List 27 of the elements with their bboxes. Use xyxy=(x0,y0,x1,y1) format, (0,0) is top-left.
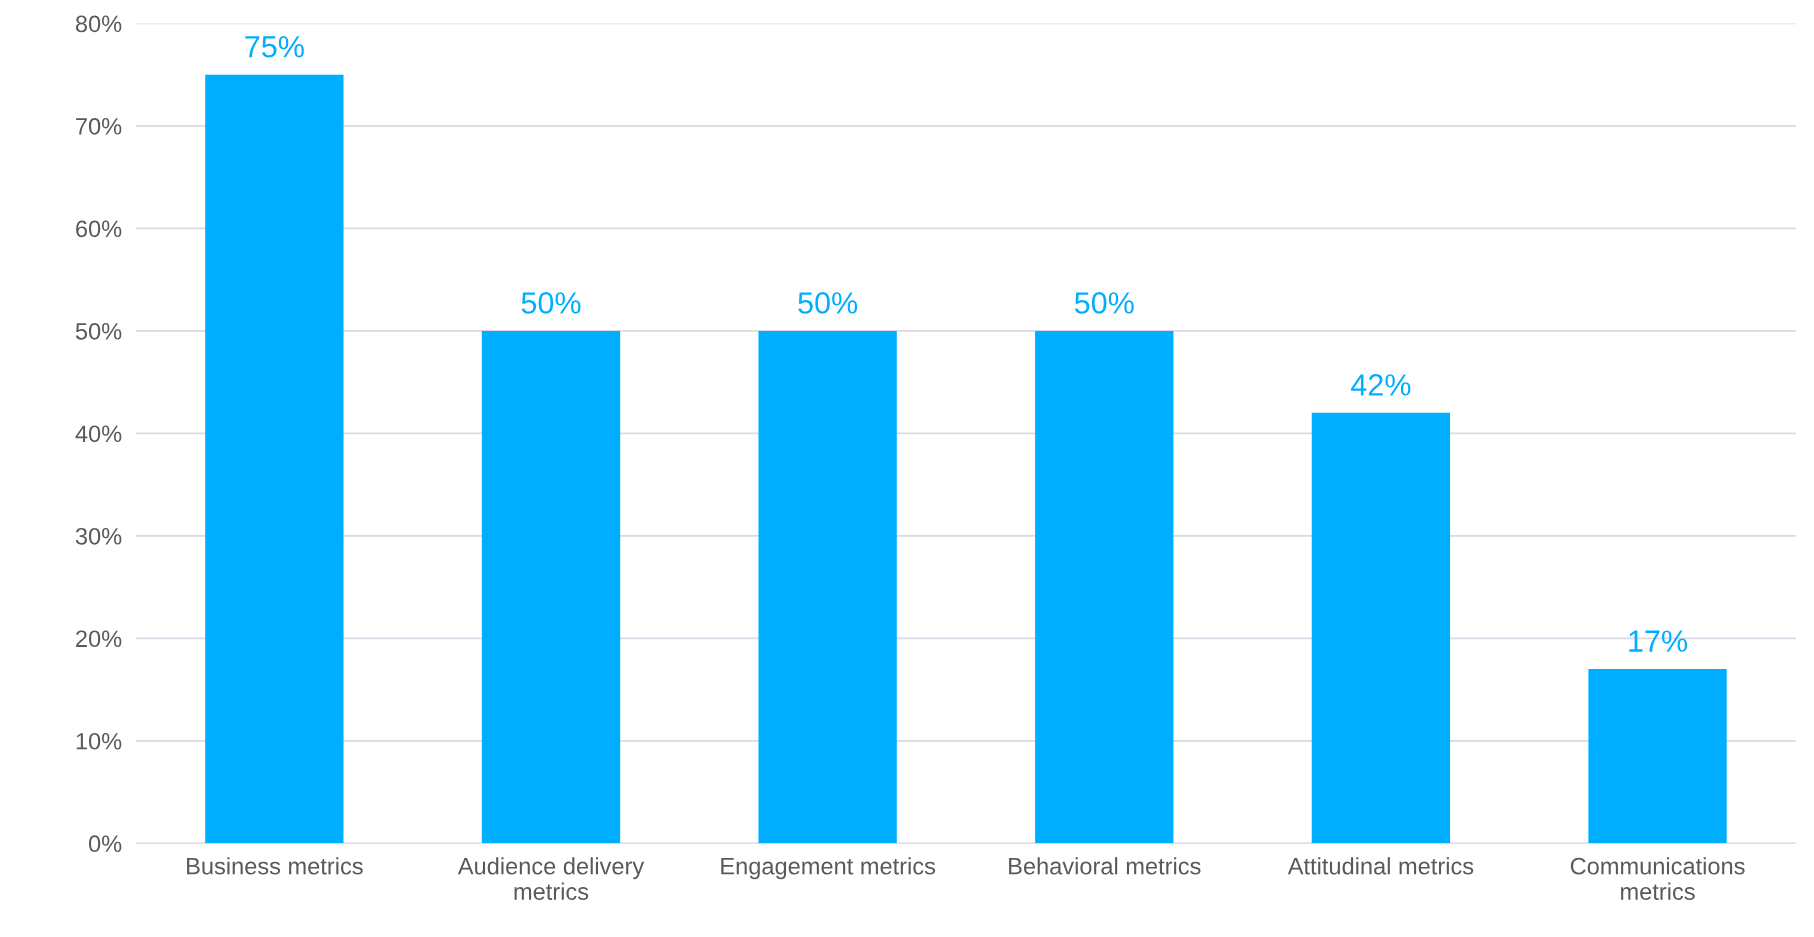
x-tick-label: Attitudinal metrics xyxy=(1287,857,1474,875)
y-tick-label: 80% xyxy=(75,15,122,33)
y-tick-label: 0% xyxy=(88,835,122,853)
x-tick-label: Engagement metrics xyxy=(721,857,936,880)
y-tick-label: 40% xyxy=(75,425,122,443)
bar xyxy=(1588,669,1727,844)
bar xyxy=(1311,412,1451,844)
data-label: 50% xyxy=(1074,292,1134,314)
bar xyxy=(1035,330,1174,844)
x-tick-label: Business metrics xyxy=(187,857,363,875)
y-tick-label: 60% xyxy=(76,220,122,238)
y-tick-label: 70% xyxy=(76,117,122,135)
y-tick-label: 30% xyxy=(75,527,122,545)
data-label: 50% xyxy=(798,292,858,314)
y-tick-label: 10% xyxy=(76,732,122,750)
bar xyxy=(481,330,621,844)
data-label: 17% xyxy=(1629,630,1688,652)
x-tick-label: Behavioral metrics xyxy=(1009,857,1201,875)
y-tick-label: 20% xyxy=(76,630,122,648)
x-tick-label: Communications metrics xyxy=(1570,857,1745,900)
y-tick-label: 50% xyxy=(75,322,122,340)
data-label: 50% xyxy=(521,292,581,314)
bar xyxy=(758,330,897,844)
data-label: 42% xyxy=(1351,374,1411,396)
data-label: 75% xyxy=(245,36,304,58)
bar xyxy=(205,74,344,844)
x-tick-label: Audience delivery metrics xyxy=(457,857,645,900)
